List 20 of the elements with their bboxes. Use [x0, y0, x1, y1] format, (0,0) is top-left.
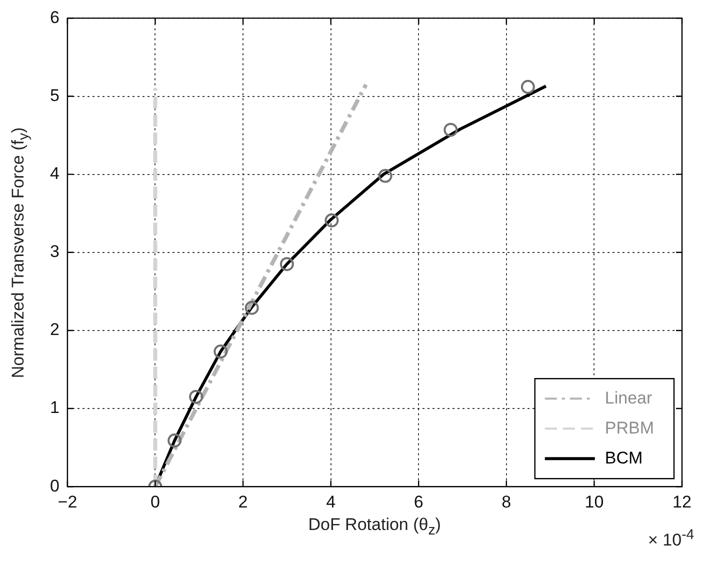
x-tick-label: 0 [150, 492, 160, 512]
legend-label: PRBM [604, 418, 654, 438]
y-tick-label: 6 [50, 8, 60, 27]
x-tick-label: 10 [584, 492, 604, 512]
y-tick-label: 4 [50, 164, 60, 184]
y-tick-label: 1 [50, 398, 60, 418]
x-tick-label: 6 [414, 492, 424, 512]
y-tick-label: 2 [50, 320, 60, 340]
x-tick-label: 12 [672, 492, 692, 512]
text: × 10$^{-4}$ [648, 526, 694, 550]
y-tick-label: 0 [50, 476, 60, 496]
legend-label: BCM [604, 448, 643, 468]
x-axis-title: DoF Rotation (θ$_{z}$) [308, 514, 441, 538]
x-tick-label: 8 [502, 492, 512, 512]
x-tick-label: −2 [58, 492, 78, 512]
x-tick-label: 4 [326, 492, 336, 512]
x-tick-label: 2 [238, 492, 248, 512]
y-tick-label: 3 [50, 242, 60, 262]
y-tick-label: 5 [50, 86, 60, 105]
legend-label: Linear [604, 388, 652, 408]
